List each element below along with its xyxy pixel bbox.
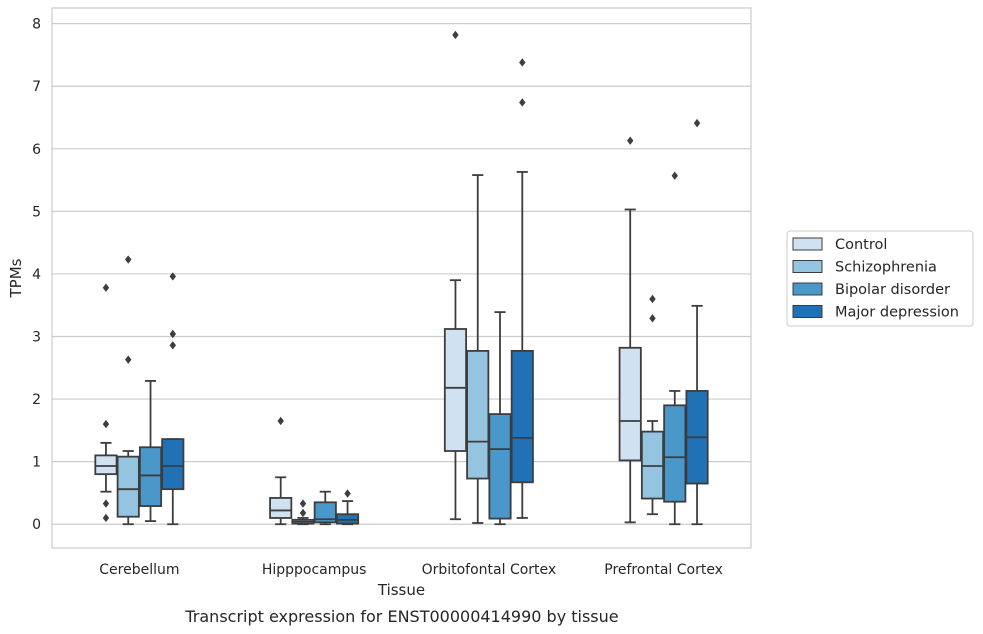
box-control [94,283,118,523]
x-tick-label: Hipppocampus [262,562,367,578]
outlier-marker [649,294,656,304]
legend-swatch [792,282,823,296]
y-tick-label: 4 [32,267,41,283]
box-iqr [466,349,490,480]
x-tick-label: Orbitofontal Cortex [422,562,557,578]
legend-label: Bipolar disorder [835,282,950,298]
box-iqr [94,454,118,476]
box-major-depression [685,118,709,526]
outlier-marker [519,98,526,107]
legend-item: Major depression [792,305,959,321]
outlier-marker [299,499,307,508]
outlier-marker [102,499,110,508]
y-tick-label: 0 [32,517,41,533]
box-plot-area [94,30,709,526]
box-control [443,30,467,521]
box-iqr [443,328,467,452]
legend-swatch [792,305,823,318]
outlier-marker [299,508,307,518]
outlier-marker [169,272,176,281]
legend-swatch [792,237,823,251]
y-axis-label: TPMs [7,258,25,298]
y-tick-label: 1 [32,455,41,471]
box-schizophrenia [116,255,140,526]
legend-item: Schizophrenia [792,260,937,276]
plot-frame [51,7,752,549]
x-tick-label: Cerebellum [99,562,179,578]
x-tick-label: Prefrontal Cortex [604,562,723,578]
outlier-marker [125,255,132,264]
y-axis-ticks: 0 1 2 3 4 5 6 7 8 [32,17,41,534]
box-bipolar-disorder [488,311,512,526]
outlier-marker [452,30,459,40]
outlier-marker [125,355,132,364]
box-schizophrenia [291,499,315,526]
box-iqr [116,455,140,518]
outlier-marker [102,283,110,292]
legend: Control Schizophrenia Bipolar disorder Majo… [786,230,974,327]
box-bipolar-disorder [663,171,687,526]
box-schizophrenia [640,294,665,516]
box-bipolar-disorder [313,490,337,526]
box-iqr [336,513,360,525]
box-iqr [663,404,687,503]
outlier-marker [169,341,176,350]
y-tick-label: 7 [32,79,41,95]
box-iqr [313,501,337,524]
outlier-marker [169,329,176,339]
legend-swatch [792,260,823,273]
outlier-marker [277,416,284,426]
box-major-depression [510,58,534,519]
legend-label: Schizophrenia [835,260,937,276]
legend-item: Control [792,237,887,253]
box-iqr [510,349,534,484]
box-iqr [488,413,512,520]
box-major-depression [161,272,185,526]
box-control [269,416,293,526]
outlier-marker [102,513,110,523]
y-tick-label: 5 [32,204,41,220]
legend-frame [786,230,974,327]
box-major-depression [336,489,360,526]
y-tick-label: 6 [32,142,41,158]
legend-item: Bipolar disorder [792,282,950,298]
outlier-marker [649,314,656,323]
y-tick-label: 2 [32,392,41,408]
y-tick-label: 8 [32,17,41,33]
box-iqr [640,430,665,500]
outlier-marker [693,118,701,128]
outlier-marker [671,171,678,180]
legend-label: Major depression [835,305,959,321]
box-iqr [618,346,642,462]
box-iqr [161,438,185,491]
outlier-marker [344,489,351,498]
x-axis-label: Tissue [377,581,425,599]
y-tick-label: 3 [32,330,41,346]
chart-caption: Transcript expression for ENST0000041499… [184,607,618,626]
box-schizophrenia [466,174,490,524]
box-iqr [269,497,293,519]
box-bipolar-disorder [138,380,163,522]
legend-label: Control [835,237,887,253]
box-control [618,136,642,524]
outlier-marker [627,136,634,145]
outlier-marker [102,419,110,429]
box-iqr [138,446,163,507]
outlier-marker [519,58,526,67]
x-axis-ticks: Cerebellum Hipppocampus Orbitofontal Corte… [99,562,723,578]
